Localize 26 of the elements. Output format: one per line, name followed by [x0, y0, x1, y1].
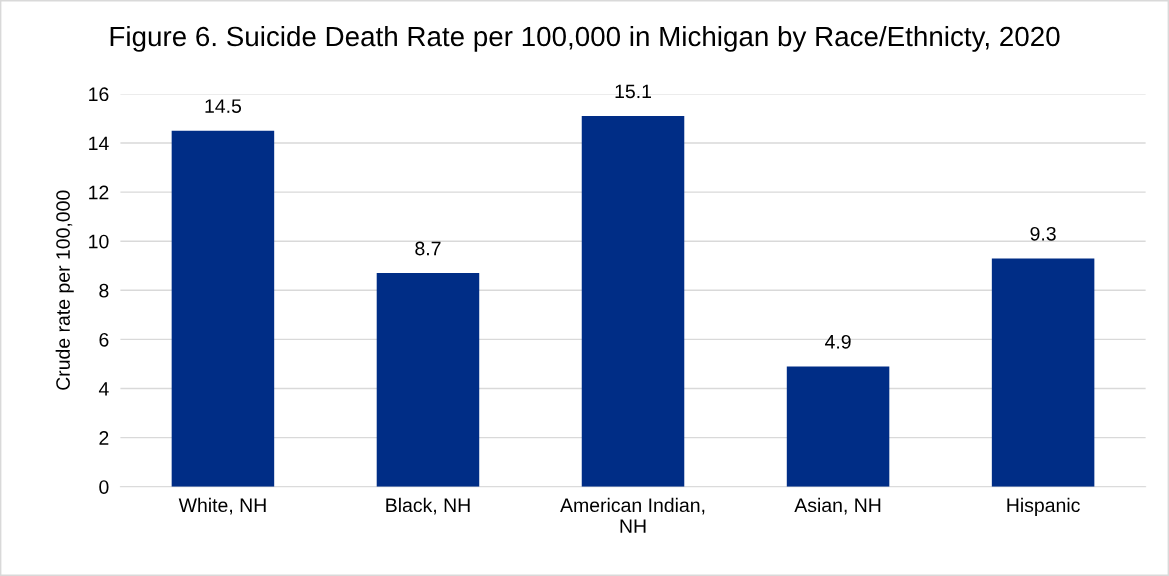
data-label: 15.1 [615, 84, 651, 99]
data-label: 8.7 [415, 241, 441, 256]
y-axis-title: Crude rate per 100,000 [55, 190, 74, 390]
x-tick-label: White, NH [178, 497, 266, 515]
data-label: 9.3 [1030, 226, 1056, 241]
y-tick-label: 16 [89, 87, 109, 102]
y-tick-label: 6 [99, 332, 109, 347]
y-tick-label: 10 [89, 234, 109, 249]
x-tick-label: Hispanic [1007, 497, 1080, 516]
y-tick-label: 4 [98, 382, 109, 396]
bar [581, 115, 685, 487]
x-tick-label: Asian, NH [794, 497, 881, 515]
bar [376, 273, 480, 487]
y-tick-label: 12 [89, 185, 109, 200]
bar [786, 366, 890, 487]
y-tick-label: 8 [99, 283, 109, 298]
data-label: 14.5 [205, 99, 242, 113]
x-tick-label: Black, NH [386, 497, 470, 515]
bar [991, 258, 1095, 487]
bar [171, 130, 275, 487]
data-label: 4.9 [824, 334, 851, 349]
y-tick-label: 2 [99, 431, 109, 445]
x-tick-label: American Indian, NH [560, 497, 705, 533]
chart-title: Figure 6. Suicide Death Rate per 100,000 in Michigan by Race/Ethnicty, 2020 [110, 25, 1060, 52]
y-tick-label: 0 [99, 480, 109, 494]
y-tick-label: 14 [89, 136, 109, 151]
